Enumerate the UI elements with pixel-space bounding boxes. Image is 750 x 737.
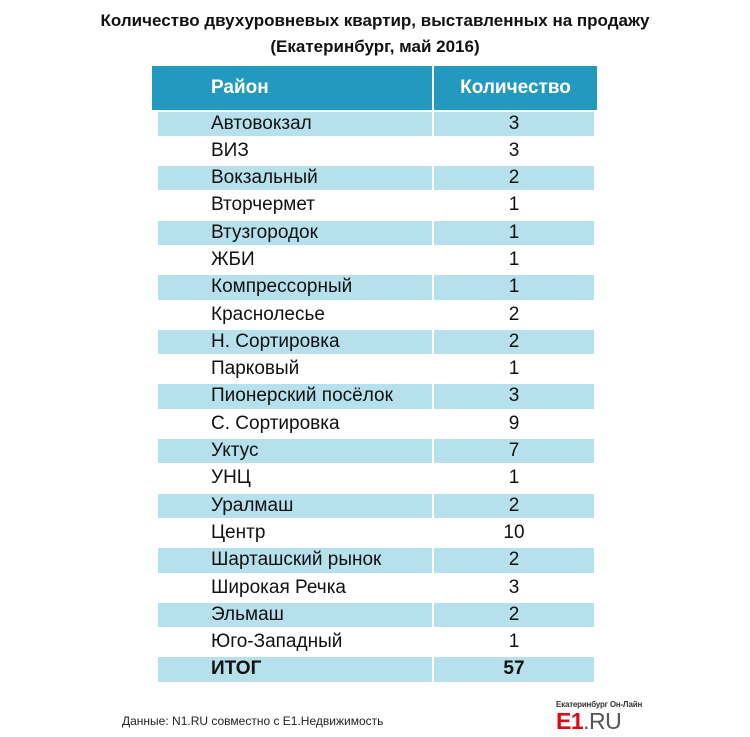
listing-count: 3 — [508, 576, 520, 598]
listing-count: 3 — [508, 139, 520, 161]
district-name: Краснолесье — [211, 303, 325, 325]
listing-count: 1 — [434, 275, 594, 300]
table-row: Эльмаш 2 — [152, 601, 597, 628]
district-name: Уралмаш — [158, 493, 432, 518]
table-row: ВИЗ 3 — [152, 137, 597, 164]
logo-main-text: E1 — [556, 708, 584, 734]
table-body: Автовокзал 3 ВИЗ 3 Вокзальный 2 Вторчермет 1 Вту… — [152, 110, 597, 683]
data-table: Район Количество Автовокзал 3 ВИЗ 3 Вокзальн… — [152, 66, 597, 683]
table-row: Вторчермет 1 — [152, 192, 597, 219]
table-row: С. Сортировка 9 — [152, 410, 597, 437]
listing-count: 1 — [434, 220, 594, 245]
listing-count: 10 — [503, 521, 525, 543]
district-name: Пионерский посёлок — [158, 384, 432, 409]
table-row: Широкая Речка 3 — [152, 574, 597, 601]
total-label: ИТОГ — [158, 657, 432, 682]
district-name: Автовокзал — [158, 111, 432, 136]
table-row: Пионерский посёлок 3 — [152, 383, 597, 410]
listing-count: 1 — [508, 631, 520, 653]
total-count: 57 — [434, 657, 594, 682]
title-line-1: Количество двухуровневых квартир, выстав… — [100, 11, 650, 30]
column-header-count: Количество — [460, 77, 571, 98]
listing-count: 3 — [434, 384, 594, 409]
district-name: ВИЗ — [211, 139, 249, 161]
table-row: Компрессорный 1 — [152, 274, 597, 301]
listing-count: 2 — [434, 329, 594, 355]
source-note: Данные: N1.RU совместно с E1.Недвижимост… — [122, 714, 384, 728]
district-name: Вокзальный — [158, 166, 432, 191]
table-row: Втузгородок 1 — [152, 219, 597, 246]
district-name: Широкая Речка — [211, 576, 346, 598]
district-name: ЖБИ — [211, 248, 255, 270]
district-name: Уктус — [158, 439, 432, 464]
district-name: Втузгородок — [158, 220, 432, 245]
listing-count: 7 — [434, 439, 594, 464]
listing-count: 2 — [434, 602, 594, 628]
district-name: УНЦ — [211, 467, 251, 489]
chart-title: Количество двухуровневых квартир, выстав… — [0, 8, 750, 60]
district-name: Парковый — [211, 358, 300, 380]
listing-count: 2 — [434, 548, 594, 573]
title-line-2: (Екатеринбург, май 2016) — [270, 37, 480, 56]
listing-count: 2 — [434, 493, 594, 518]
table-row: Автовокзал 3 — [152, 110, 597, 137]
table-row: Уктус 7 — [152, 438, 597, 465]
table-row: Н. Сортировка 2 — [152, 328, 597, 355]
district-name: С. Сортировка — [211, 412, 340, 434]
header-divider — [432, 66, 434, 110]
table-row: УНЦ 1 — [152, 465, 597, 492]
table-row: Уралмаш 2 — [152, 492, 597, 519]
table-row: Центр 10 — [152, 519, 597, 546]
column-header-district: Район — [211, 77, 269, 98]
total-row: ИТОГ 57 — [152, 656, 597, 683]
district-name: Н. Сортировка — [158, 329, 432, 355]
table-row: Шарташский рынок 2 — [152, 547, 597, 574]
logo-tagline: Екатеринбург Он-Лайн — [556, 700, 643, 709]
district-name: Центр — [211, 521, 266, 543]
logo-suffix: .RU — [583, 708, 622, 734]
listing-count: 1 — [508, 248, 520, 270]
listing-count: 3 — [434, 111, 594, 136]
listing-count: 1 — [508, 194, 520, 216]
district-name: Шарташский рынок — [158, 548, 432, 573]
listing-count: 9 — [508, 412, 520, 434]
table-row: Краснолесье 2 — [152, 301, 597, 328]
listing-count: 2 — [508, 303, 520, 325]
table-row: ЖБИ 1 — [152, 246, 597, 273]
e1-logo: Екатеринбург Он-Лайн E1.RU — [556, 700, 646, 734]
district-name: Эльмаш — [158, 602, 432, 628]
district-name: Вторчермет — [211, 194, 315, 216]
table-row: Парковый 1 — [152, 356, 597, 383]
logo-wordmark: E1.RU — [556, 708, 622, 735]
listing-count: 2 — [434, 166, 594, 191]
listing-count: 1 — [508, 358, 520, 380]
district-name: Компрессорный — [158, 275, 432, 300]
table-row: Вокзальный 2 — [152, 165, 597, 192]
listing-count: 1 — [508, 467, 520, 489]
district-name: Юго-Западный — [211, 631, 343, 653]
table-header: Район Количество — [152, 66, 597, 110]
table-row: Юго-Западный 1 — [152, 629, 597, 656]
